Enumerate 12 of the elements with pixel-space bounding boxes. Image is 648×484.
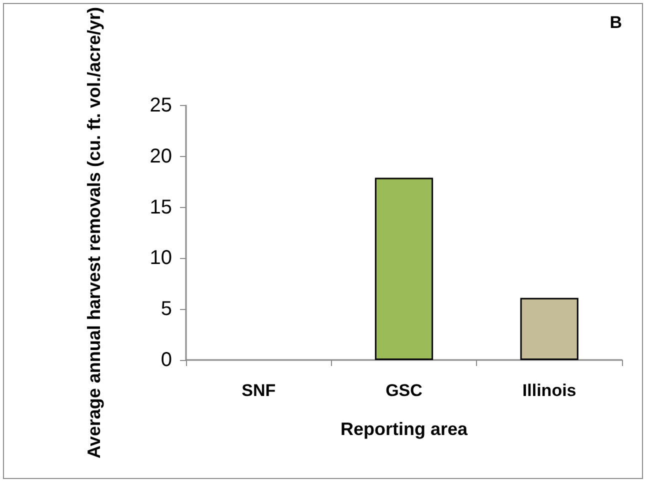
y-tick-label: 15 [150,196,172,218]
x-tick-label: GSC [386,381,422,400]
y-tick-label: 20 [150,145,172,168]
text: B [610,13,622,32]
y-tick-label: 5 [160,298,172,320]
x-tick-label: SNF [242,381,276,400]
y-tick-label: 25 [150,94,172,117]
x-tick-label: Illinois [522,381,576,400]
y-axis-title: Average annual harvest removals (cu. ft. vol./acre/yr) [84,6,104,459]
y-tick-label: 10 [150,247,172,270]
y-tick-label: 0 [160,349,172,371]
x-axis-title: Reporting area [340,419,468,439]
